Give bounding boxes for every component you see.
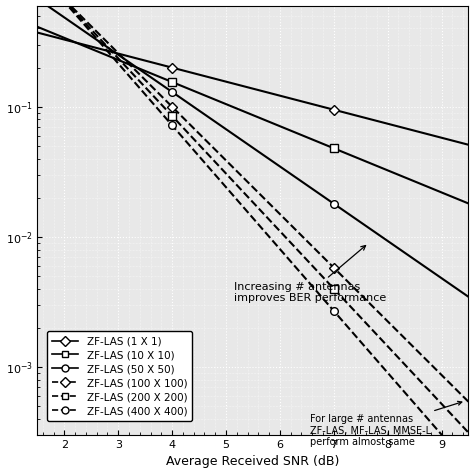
X-axis label: Average Received SNR (dB): Average Received SNR (dB) [166,456,340,468]
Text: Increasing # antennas
improves BER performance: Increasing # antennas improves BER perfo… [234,246,386,303]
Legend: ZF-LAS (1 X 1), ZF-LAS (10 X 10), ZF-LAS (50 X 50), ZF-LAS (100 X 100), ZF-LAS (: ZF-LAS (1 X 1), ZF-LAS (10 X 10), ZF-LAS… [47,331,192,421]
Text: For large # antennas
ZF-LAS, MF-LAS, MMSE-L
perform almost same: For large # antennas ZF-LAS, MF-LAS, MMS… [310,401,462,447]
